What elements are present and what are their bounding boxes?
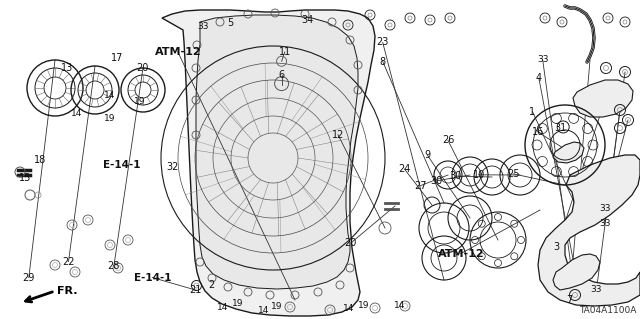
Text: 10: 10	[472, 170, 485, 180]
Text: 2: 2	[208, 280, 214, 290]
Text: 14: 14	[217, 303, 228, 312]
Text: 19: 19	[232, 299, 244, 308]
Text: 14: 14	[104, 91, 116, 100]
Text: 34: 34	[301, 15, 314, 25]
Text: 33: 33	[599, 219, 611, 228]
Text: 14: 14	[394, 301, 406, 310]
Text: 1: 1	[529, 107, 536, 117]
Polygon shape	[196, 15, 358, 289]
Text: 19: 19	[358, 301, 369, 310]
Text: 17: 17	[111, 53, 124, 63]
Text: E-14-1: E-14-1	[103, 160, 140, 170]
Polygon shape	[162, 10, 375, 316]
Text: 4: 4	[536, 73, 542, 83]
Text: 31: 31	[554, 122, 566, 133]
Polygon shape	[553, 254, 600, 290]
Text: ATM-12: ATM-12	[438, 249, 484, 259]
Text: 32: 32	[166, 162, 179, 173]
Text: 33: 33	[591, 285, 602, 294]
Text: 21: 21	[189, 285, 202, 295]
Text: 30: 30	[449, 171, 462, 181]
Text: 30: 30	[430, 176, 443, 186]
Text: 28: 28	[108, 261, 120, 271]
Text: 20: 20	[344, 238, 357, 248]
Text: 12: 12	[332, 130, 344, 140]
Text: 20: 20	[136, 63, 148, 73]
Text: 19: 19	[104, 115, 116, 123]
Text: 5: 5	[227, 18, 234, 28]
Polygon shape	[553, 142, 584, 163]
Polygon shape	[538, 155, 640, 306]
Text: 19: 19	[134, 97, 145, 106]
Text: 16: 16	[531, 127, 544, 137]
Text: 27: 27	[414, 181, 427, 191]
Text: 23: 23	[376, 37, 389, 48]
Text: TA04A1100A: TA04A1100A	[579, 306, 636, 315]
Text: 26: 26	[442, 135, 454, 145]
Text: 24: 24	[398, 164, 411, 174]
Text: 14: 14	[71, 109, 83, 118]
Text: 3: 3	[554, 242, 560, 252]
Text: 8: 8	[380, 56, 386, 67]
Text: 29: 29	[22, 272, 35, 283]
Text: 6: 6	[278, 70, 285, 80]
Text: 19: 19	[271, 302, 283, 311]
Text: 15: 15	[19, 173, 32, 183]
Text: 14: 14	[258, 306, 269, 315]
Text: FR.: FR.	[57, 286, 77, 296]
Text: 33: 33	[198, 22, 209, 31]
Text: 7: 7	[566, 295, 573, 305]
Text: E-14-1: E-14-1	[134, 272, 171, 283]
Text: 13: 13	[61, 63, 74, 73]
Text: 22: 22	[62, 256, 75, 267]
Text: 9: 9	[424, 150, 431, 160]
Text: 18: 18	[34, 155, 47, 165]
Text: 25: 25	[507, 169, 520, 179]
Text: 14: 14	[343, 304, 355, 313]
Text: 33: 33	[599, 204, 611, 213]
Text: 33: 33	[537, 56, 548, 64]
Polygon shape	[573, 80, 633, 117]
Text: 11: 11	[278, 47, 291, 57]
Text: ATM-12: ATM-12	[155, 47, 201, 57]
